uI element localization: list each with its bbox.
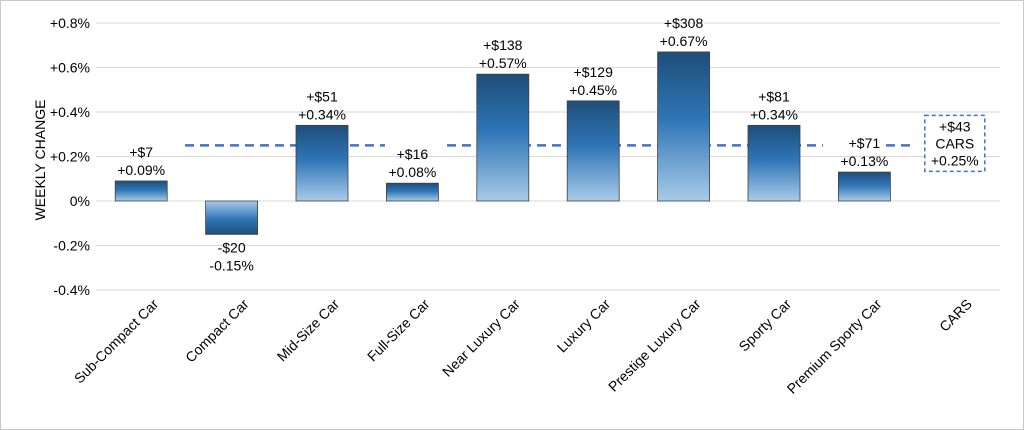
bar [657, 51, 710, 202]
data-label-percent: +0.67% [660, 33, 708, 49]
bar [838, 171, 891, 202]
y-tick-label: +0.6% [50, 60, 90, 76]
bars [114, 51, 891, 235]
reference-callout-text: CARS [935, 135, 974, 151]
data-label-percent: +0.57% [479, 55, 527, 71]
x-category-label: Luxury Car [554, 296, 614, 356]
data-label-dollar: +$16 [397, 146, 429, 162]
data-label-percent: +0.13% [840, 153, 888, 169]
y-tick-label: -0.4% [53, 282, 90, 298]
bar [205, 200, 259, 235]
data-label-percent: +0.45% [569, 82, 617, 98]
data-label-dollar: +$81 [758, 88, 790, 104]
data-label-percent: +0.08% [388, 164, 436, 180]
data-label-dollar: +$129 [574, 64, 614, 80]
data-label-percent: +0.34% [298, 106, 346, 122]
bar [295, 124, 349, 202]
data-label-dollar: +$7 [129, 144, 153, 160]
data-label-percent: +0.09% [117, 162, 165, 178]
data-label-dollar: -$20 [218, 239, 246, 255]
x-category-label: Sporty Car [735, 296, 794, 355]
reference-callout-box [924, 114, 986, 173]
data-labels: +$7 +0.09% -$20 -0.15% +$51 +0.34% +$16 +0.08% +… [117, 15, 986, 273]
x-category-label: Premium Sporty Car [784, 296, 885, 397]
y-tick-label: +0.4% [50, 104, 90, 120]
axis-labels: +0.8% +0.6% +0.4% +0.2% 0% -0.2% -0.4%Sub-Comp… [50, 15, 975, 397]
data-label-dollar: +$51 [306, 88, 338, 104]
bar [747, 124, 801, 202]
y-tick-label: +0.8% [50, 15, 90, 31]
bar [566, 100, 620, 202]
data-label-dollar: +$71 [849, 135, 881, 151]
x-category-label: Full-Size Car [364, 296, 433, 365]
x-category-label: Compact Car [182, 296, 252, 366]
data-label-percent: -0.15% [209, 257, 253, 273]
y-axis-label: WEEKLY CHANGE [32, 100, 48, 221]
x-category-label: CARS [936, 296, 975, 335]
x-category-label: Near Luxury Car [439, 296, 523, 380]
data-label-dollar: +$308 [664, 15, 704, 31]
reference-callout-text: +0.25% [931, 152, 979, 168]
data-label-percent: +0.34% [750, 106, 798, 122]
bar [476, 73, 530, 202]
y-tick-label: -0.2% [53, 238, 90, 254]
reference-callout-text: +$43 [939, 118, 971, 134]
x-category-label: Prestige Luxury Car [605, 296, 704, 395]
y-tick-label: +0.2% [50, 149, 90, 165]
data-label-dollar: +$138 [483, 37, 523, 53]
x-category-label: Mid-Size Car [274, 296, 343, 365]
bar [385, 182, 439, 202]
bar [114, 180, 168, 202]
y-tick-label: 0% [70, 193, 90, 209]
x-category-label: Sub-Compact Car [71, 296, 162, 387]
